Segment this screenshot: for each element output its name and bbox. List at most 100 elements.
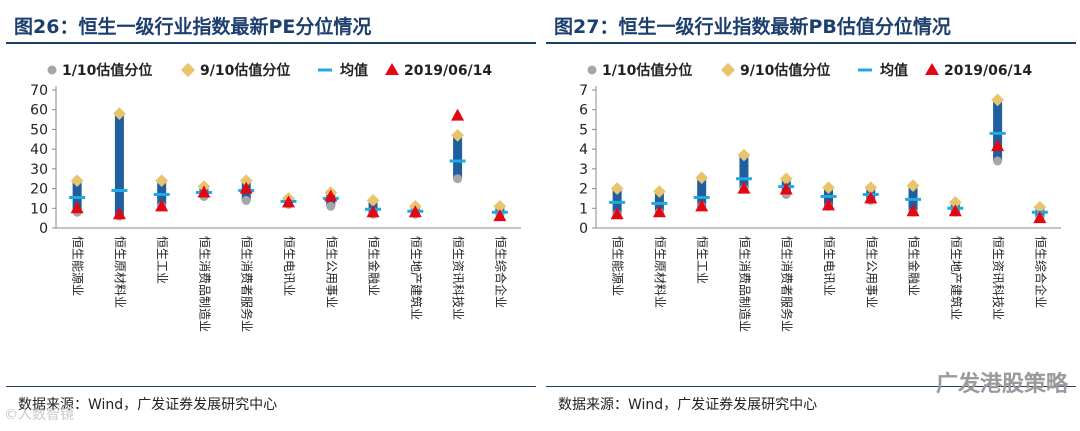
y-tick-label: 5 [579,122,588,138]
y-tick-label: 20 [30,182,48,198]
category-label: 恒生资讯科技业 [991,236,1005,320]
category-label: 恒生工业 [695,236,709,284]
legend-label: 9/10估值分位 [200,62,290,79]
y-tick-label: 0 [579,221,588,237]
latest-value-point [695,199,709,212]
high-percentile-point [239,174,253,188]
title-divider [546,42,1076,44]
latest-value-point [282,195,295,208]
high-percentile-point [906,179,920,192]
source-divider [6,386,536,387]
y-tick-label: 2 [579,182,588,198]
latest-value-point [112,207,126,220]
category-label: 恒生地产建筑业 [949,236,964,320]
low-percentile-point [993,156,1003,166]
category-label: 恒生消费品制造业 [737,236,751,332]
range-bar [453,135,463,179]
chart-legend: 1/10估值分位 9/10估值分位 均值 2019/06/14 [47,62,492,79]
category-label: 恒生资讯科技业 [451,236,465,320]
legend-high-marker [720,62,736,78]
high-percentile-point [653,185,666,198]
y-tick-label: 70 [30,83,48,99]
source-divider [546,386,1076,387]
legend-label: 均值 [340,62,368,79]
category-label: 恒生公用事业 [864,236,878,308]
latest-value-point [822,198,835,211]
category-label: 恒生综合企业 [493,236,508,308]
pb-chart-panel: 图27：恒生一级行业指数最新PB估值分位情况 1/10估值分位 9/10估值分位 均… [546,0,1076,431]
latest-value-point [408,205,422,218]
legend-latest-marker [925,63,939,75]
category-label: 恒生工业 [155,236,169,284]
chart-legend: 1/10估值分位 9/10估值分位 均值 2019/06/14 [587,62,1032,79]
category-label: 恒生消费者服务业 [780,236,795,332]
latest-value-point [155,199,169,212]
legend-high-marker [180,62,196,78]
y-tick-label: 3 [579,162,588,178]
watermark: 广发港股策略 [935,372,1068,397]
latest-value-point [324,189,338,202]
high-percentile-point [366,194,380,207]
category-label: 恒生原材料业 [113,236,127,308]
range-bar [114,113,124,217]
latest-value-point [737,181,751,194]
category-label: 恒生能源业 [611,236,625,296]
category-label: 恒生金融业 [907,236,922,296]
legend-label: 均值 [880,62,908,79]
high-percentile-point [991,93,1004,107]
range-bar [697,177,707,207]
high-percentile-point [70,174,84,188]
latest-value-point [451,108,465,121]
pb-chart: 1/10估值分位 9/10估值分位 均值 2019/06/14 0 1 2 3 4 5 6 7 恒生能源… [579,62,1061,332]
category-label: 恒生地产建筑业 [409,236,424,320]
range-bar [993,99,1003,161]
legend-label: 2019/06/14 [404,63,492,79]
latest-value-point [991,139,1005,152]
legend-low-marker [587,65,597,75]
source-note: 数据来源：Wind，广发证券发展研究中心 [18,397,278,413]
low-percentile-point [453,174,463,184]
legend-low-marker [47,65,57,75]
y-tick-label: 7 [579,83,588,99]
legend-label: 1/10估值分位 [62,62,152,79]
chart-title: 图26：恒生一级行业指数最新PE分位情况 [14,16,372,38]
category-label: 恒生消费者服务业 [240,236,255,332]
high-percentile-point [155,174,169,188]
latest-value-point [779,182,793,195]
source-note: 数据来源：Wind，广发证券发展研究中心 [558,397,818,413]
low-percentile-point [326,201,336,211]
title-divider [6,42,536,44]
high-percentile-point [864,181,878,194]
category-label: 恒生电讯业 [822,236,836,296]
category-label: 恒生金融业 [367,236,382,296]
y-tick-label: 10 [30,201,48,217]
latest-value-point [610,207,624,220]
category-label: 恒生综合企业 [1033,236,1048,308]
y-tick-label: 50 [30,122,48,138]
category-label: 恒生公用事业 [324,236,338,308]
category-label: 恒生原材料业 [653,236,667,308]
latest-value-point [652,205,666,218]
y-tick-label: 1 [579,201,588,217]
low-percentile-point [241,195,251,205]
y-tick-label: 4 [579,142,588,158]
y-tick-label: 0 [39,221,48,237]
y-tick-label: 6 [579,103,588,119]
category-label: 恒生消费品制造业 [197,236,211,332]
y-tick-label: 40 [30,142,48,158]
latest-value-point [493,209,507,222]
latest-value-point [197,185,211,198]
latest-value-point [70,201,84,214]
latest-value-point [239,181,253,194]
latest-value-point [864,191,878,204]
chart-title: 图27：恒生一级行业指数最新PB估值分位情况 [554,16,951,38]
latest-value-point [366,205,380,218]
y-tick-label: 30 [30,162,48,178]
latest-value-point [906,204,920,217]
legend-latest-marker [385,63,399,75]
category-label: 恒生电讯业 [282,236,296,296]
corner-watermark: ©人数智镜 [4,407,74,423]
legend-label: 1/10估值分位 [602,62,692,79]
y-tick-label: 60 [30,103,48,119]
pe-chart: 1/10估值分位 9/10估值分位 均值 2019/06/14 0 10 20 30 40 50 6… [30,62,521,332]
